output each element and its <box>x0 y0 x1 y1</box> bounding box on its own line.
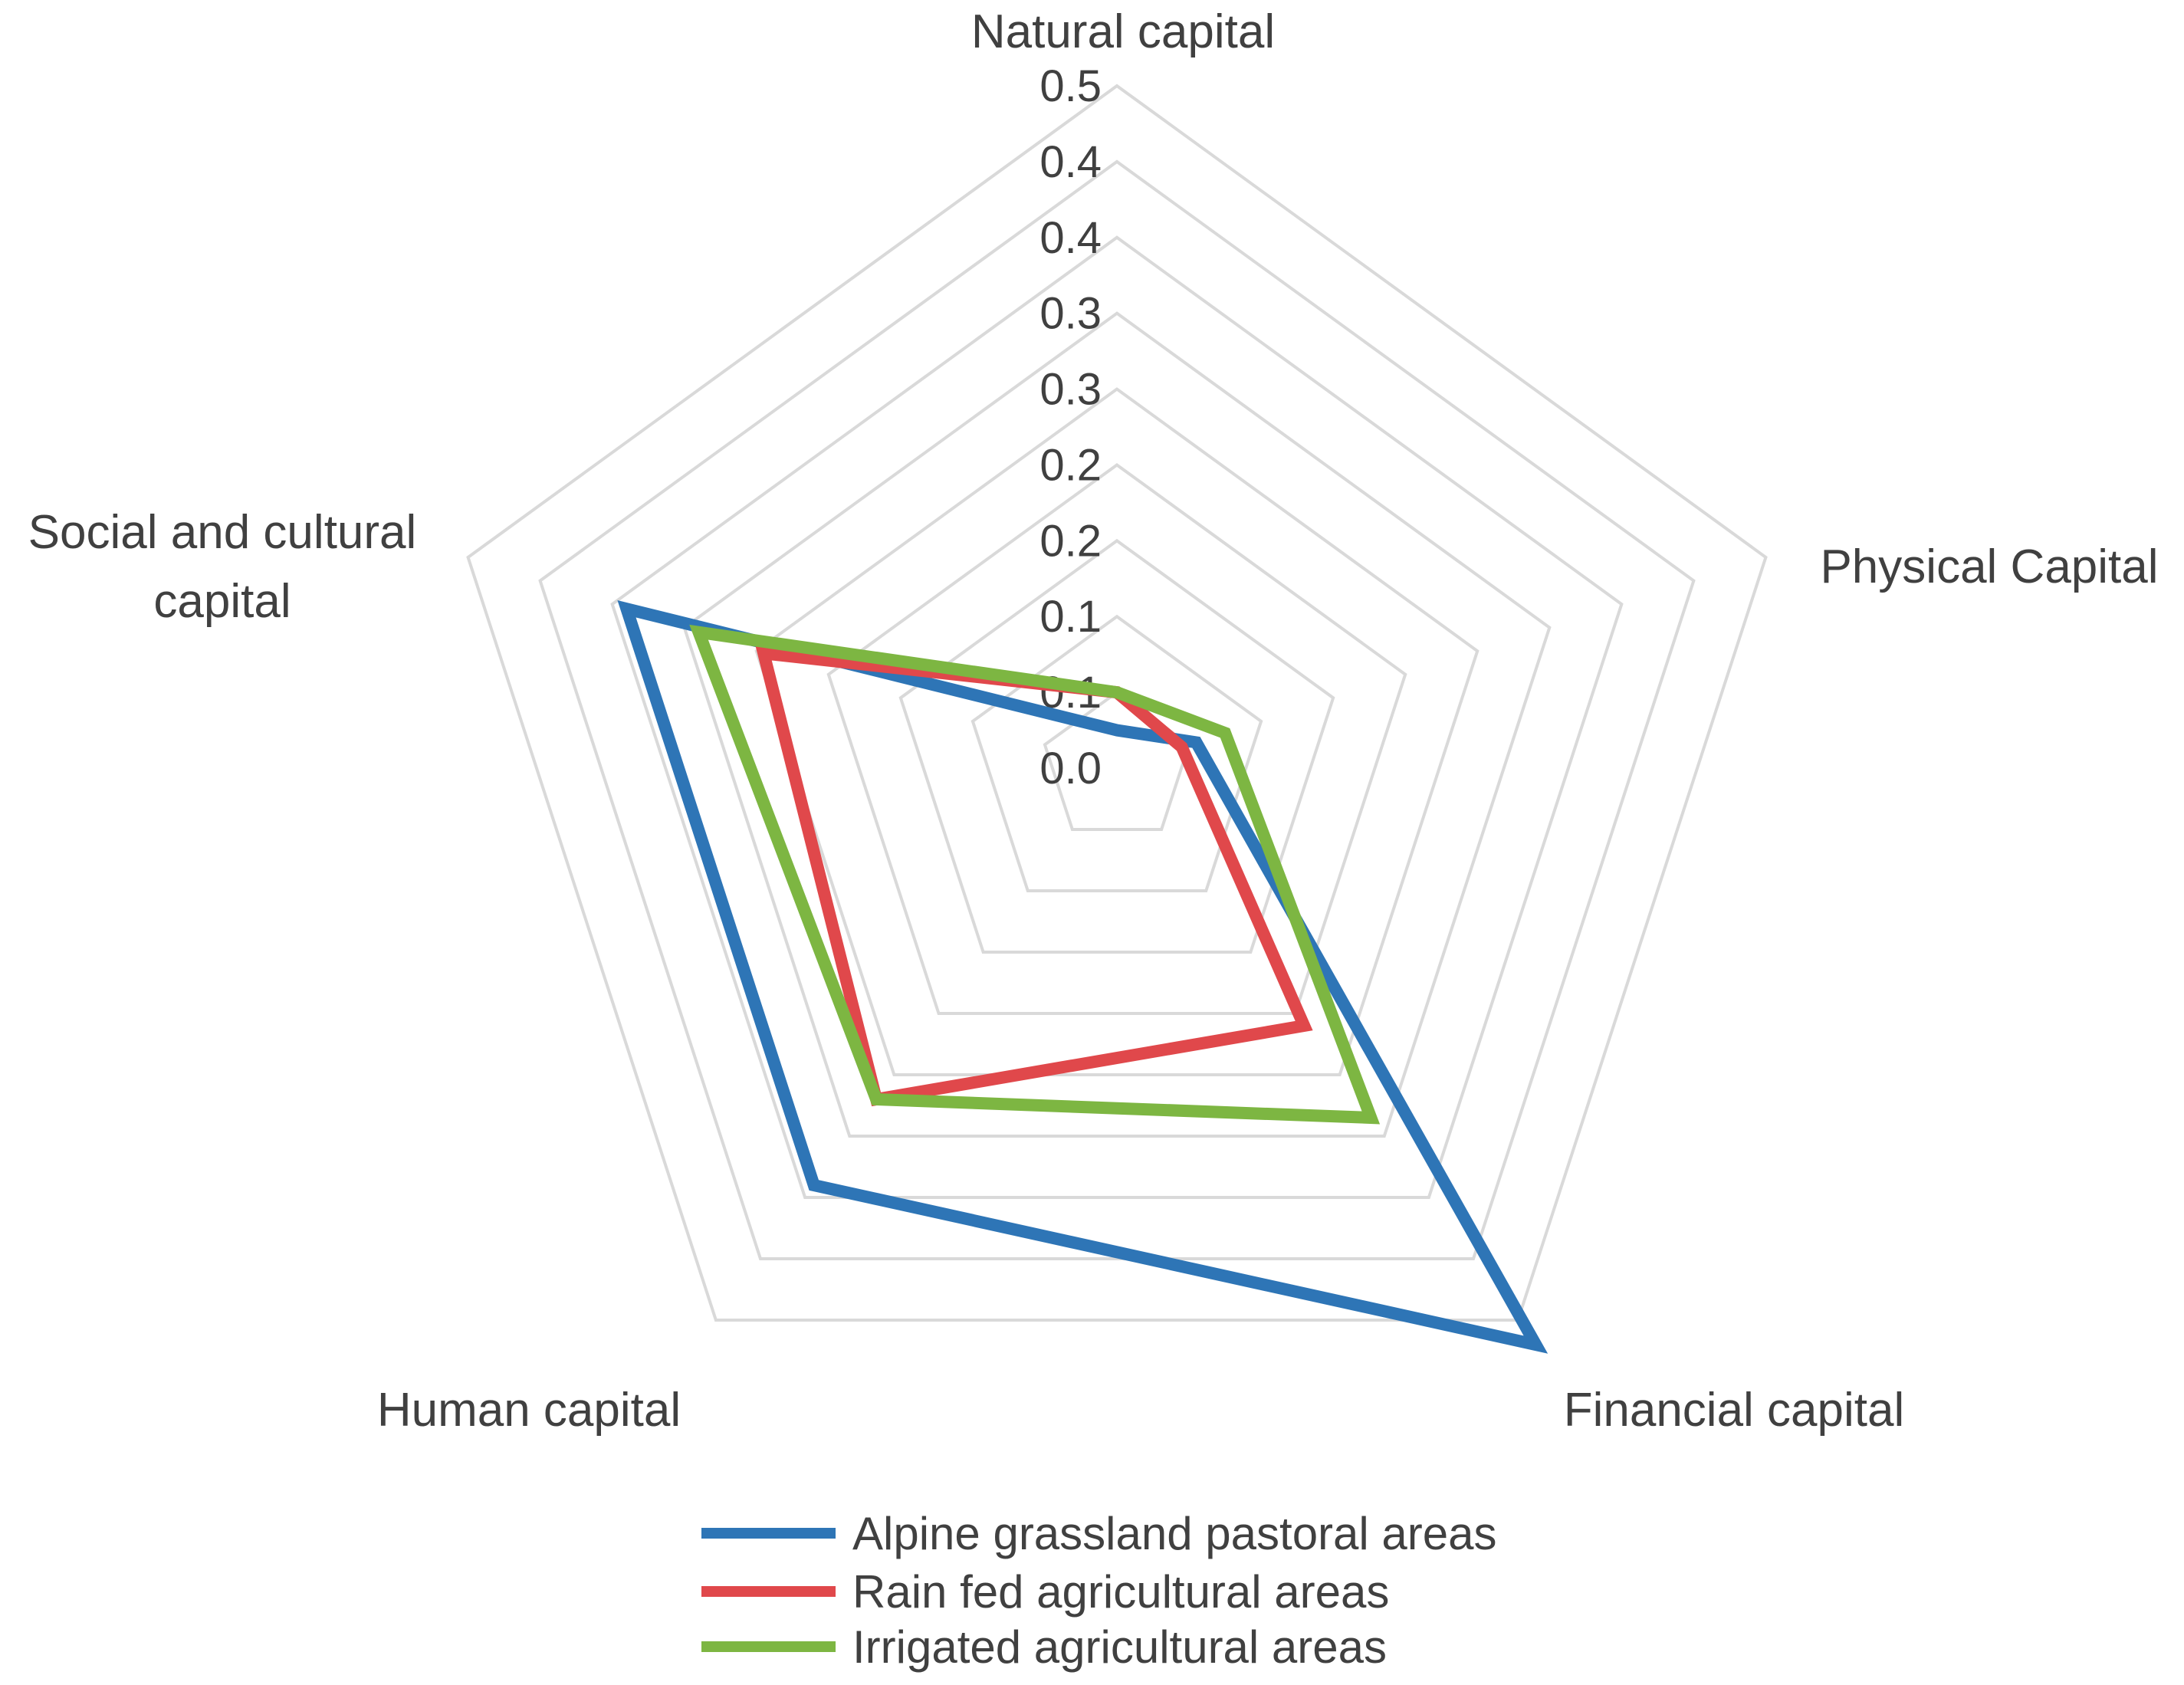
radar-grid <box>466 84 1768 1322</box>
grid-ring <box>682 311 1552 1138</box>
legend-item: Rain fed agricultural areas <box>701 1566 1389 1618</box>
series-line-1 <box>755 646 1313 1107</box>
legend-item: Alpine grassland pastoral areas <box>701 1508 1497 1559</box>
grid-ring <box>610 235 1624 1200</box>
tick-label: 0.4 <box>1039 137 1102 187</box>
legend-label-alpine: Alpine grassland pastoral areas <box>852 1508 1497 1559</box>
axis-label-social-cultural-capital-line1: Social and cultural <box>28 506 417 559</box>
series-line-0 <box>617 599 1549 1354</box>
tick-label: 0.3 <box>1039 289 1102 339</box>
tick-label: 0.1 <box>1039 592 1102 642</box>
tick-label: 0.5 <box>1039 61 1102 111</box>
tick-label: 0.0 <box>1039 744 1102 793</box>
grid-ring <box>826 462 1407 1016</box>
axis-label-financial-capital: Financial capital <box>1564 1384 1905 1437</box>
axis-label-natural-capital: Natural capital <box>971 5 1275 58</box>
grid-ring <box>538 159 1696 1261</box>
series-line-2 <box>689 624 1381 1125</box>
legend-label-irrigated: Irrigated agricultural areas <box>852 1621 1387 1673</box>
data-series <box>617 599 1549 1354</box>
grid-ring <box>754 387 1480 1077</box>
grid-ring <box>970 614 1263 893</box>
tick-label: 0.2 <box>1039 440 1102 490</box>
axis-label-social-cultural-capital-line2: capital <box>153 575 291 628</box>
legend-label-rain-fed: Rain fed agricultural areas <box>852 1566 1389 1618</box>
tick-label: 0.3 <box>1039 365 1102 415</box>
grid-ring <box>466 84 1768 1322</box>
legend-item: Irrigated agricultural areas <box>701 1621 1387 1673</box>
axis-label-human-capital: Human capital <box>377 1384 681 1437</box>
tick-label: 0.4 <box>1039 213 1102 263</box>
tick-label: 0.2 <box>1039 516 1102 566</box>
axis-label-physical-capital: Physical Capital <box>1820 540 2158 593</box>
legend: Alpine grassland pastoral areas Rain fed… <box>701 1508 1497 1673</box>
